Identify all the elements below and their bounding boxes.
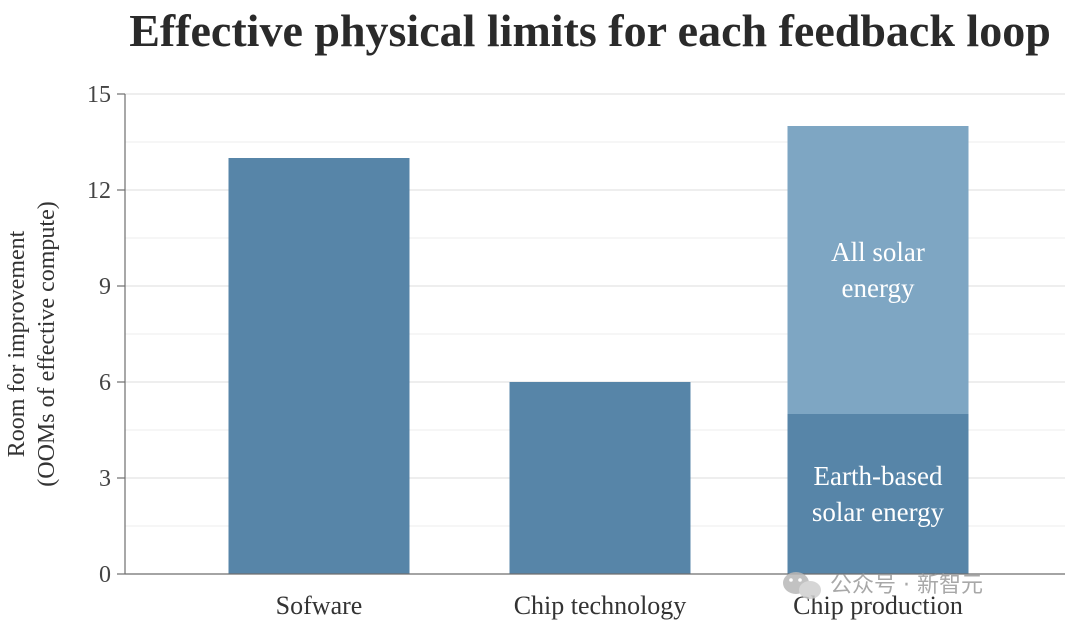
y-tick-label: 9: [99, 274, 111, 300]
labels: Earth-based solar energy All solar energy 0 3…: [4, 82, 963, 620]
y-tick-label: 0: [99, 562, 111, 588]
y-tick-label: 12: [87, 178, 111, 204]
x-category-label: Chip production: [793, 591, 963, 620]
segment-label: solar energy: [812, 497, 945, 527]
y-axis-title: Room for improvement: [4, 230, 30, 457]
wechat-icon: [783, 572, 821, 599]
bars: [228, 126, 969, 574]
y-tick-label: 15: [87, 82, 111, 108]
segment-label: energy: [842, 273, 915, 303]
y-tick-label: 6: [99, 370, 111, 396]
x-category-label: Sofware: [276, 591, 363, 620]
axes: [117, 93, 1065, 575]
chart-title: Effective physical limits for each feedb…: [129, 5, 1051, 56]
segment-label: All solar: [831, 237, 925, 267]
bar-chip-technology-segment-0: [509, 382, 691, 574]
bar-chip-production-segment-1: [787, 126, 969, 414]
segment-label: Earth-based: [814, 461, 943, 491]
y-tick-label: 3: [99, 466, 111, 492]
x-category-label: Chip technology: [514, 591, 687, 620]
watermark: 公众号 · 新智元: [783, 572, 983, 599]
bar-chip-production-segment-0: [787, 414, 969, 574]
watermark-text: 公众号 · 新智元: [830, 573, 983, 598]
y-axis-title: (OOMs of effective compute): [34, 201, 60, 486]
bar-sofware-segment-0: [228, 158, 410, 574]
